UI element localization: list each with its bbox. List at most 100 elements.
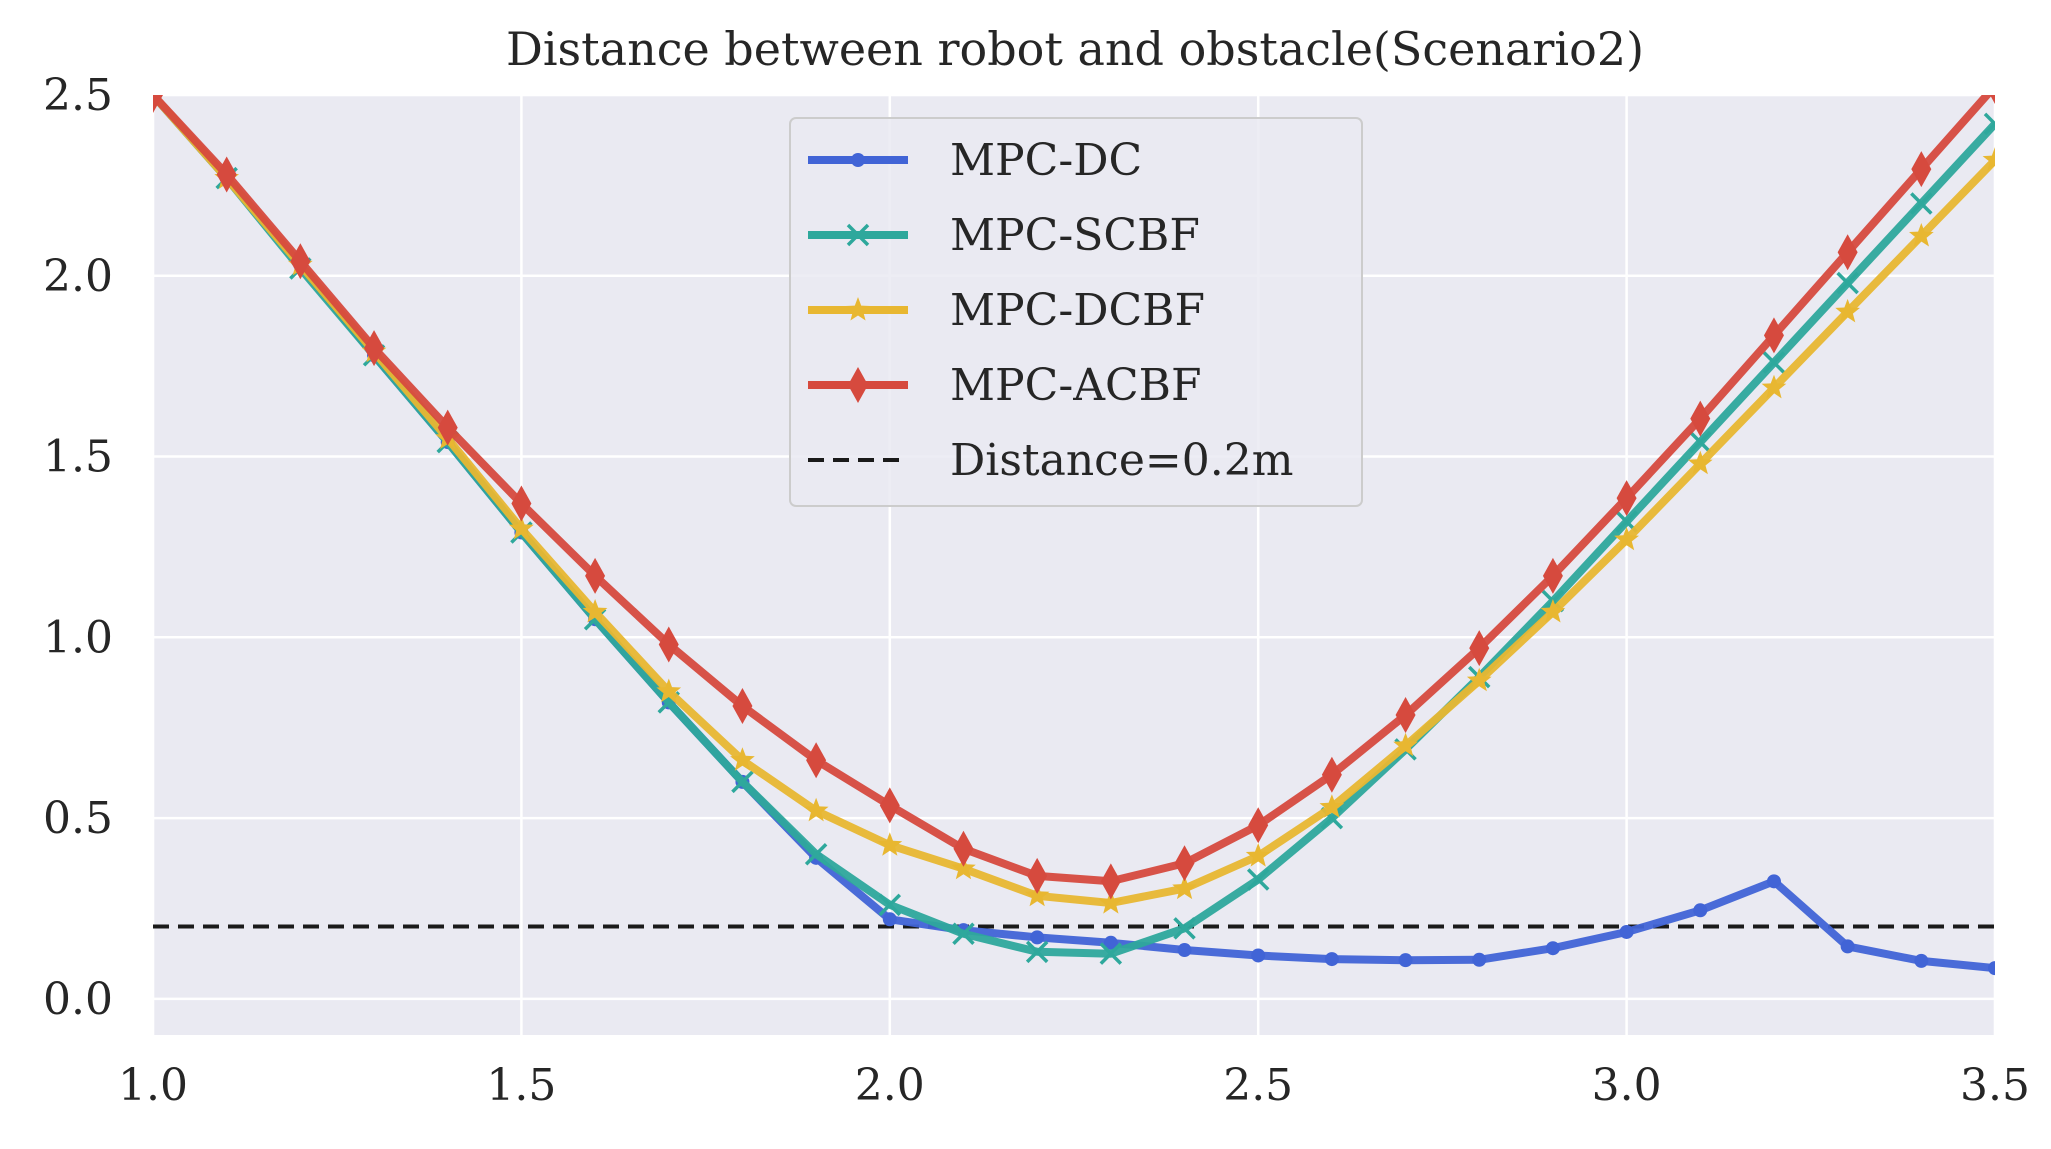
data-point (1174, 845, 1195, 882)
legend-item: MPC-ACBF (808, 360, 1202, 411)
legend-label: MPC-ACBF (950, 360, 1202, 411)
data-point (953, 830, 974, 867)
data-point (1990, 95, 1995, 104)
data-point (216, 156, 237, 193)
series-line (153, 95, 1995, 907)
x-tick-label: 3.5 (1960, 1060, 2030, 1111)
data-point (1030, 930, 1045, 945)
x-axis: 1.0 1.5 2.0 2.5 3.0 3.5 (118, 1060, 2030, 1111)
series-layer (153, 95, 1995, 976)
data-point (1395, 697, 1416, 734)
data-point (1689, 430, 1712, 454)
data-point (803, 797, 829, 822)
y-tick-label: 2.0 (43, 251, 113, 302)
data-point (582, 599, 608, 623)
data-point (1988, 961, 1995, 976)
data-point (1910, 192, 1933, 215)
legend-item: MPC-DC (808, 135, 1142, 186)
x-tick-label: 2.5 (1223, 1060, 1293, 1111)
y-tick-label: 1.0 (43, 612, 113, 663)
data-point (509, 515, 534, 540)
data-point (290, 243, 311, 280)
data-point (1177, 943, 1192, 958)
y-tick-label: 1.5 (43, 432, 113, 483)
data-point (1100, 863, 1121, 900)
x-tick-label: 1.5 (486, 1060, 556, 1111)
data-point (1245, 843, 1271, 867)
data-point (1173, 917, 1196, 940)
legend-marker (846, 223, 870, 247)
data-point (1540, 599, 1566, 623)
data-point (1466, 667, 1492, 692)
data-point (1983, 112, 1995, 136)
data-point (1027, 857, 1048, 894)
legend-item: MPC-DCBF (808, 285, 1205, 336)
data-point (1542, 557, 1563, 594)
data-point (878, 893, 902, 917)
data-point (1319, 794, 1345, 818)
y-axis: 0.0 0.5 1.0 1.5 2.0 2.5 (43, 70, 113, 1025)
y-tick-label: 2.5 (43, 70, 113, 121)
legend: MPC-DC MPC-SCBF MPC-DCBF MPC-ACBF Distance=0… (789, 117, 1363, 507)
data-point (1616, 480, 1637, 517)
legend-marker (845, 297, 871, 321)
data-point (1024, 882, 1050, 907)
data-point (1393, 732, 1418, 757)
data-point (951, 855, 976, 880)
data-point (1982, 147, 1995, 171)
data-point (1911, 151, 1932, 188)
data-point (1619, 924, 1634, 939)
data-point (658, 626, 679, 663)
data-point (1398, 953, 1413, 968)
y-tick-label: 0.5 (43, 793, 113, 844)
data-point (1914, 953, 1929, 968)
legend-label: MPC-DCBF (950, 285, 1205, 336)
legend-box (789, 117, 1363, 507)
data-point (730, 747, 755, 771)
x-tick-label: 2.0 (855, 1060, 925, 1111)
chart-title: Distance between robot and obstacle(Scen… (506, 22, 1644, 76)
data-point (1172, 875, 1197, 900)
data-point (1025, 940, 1049, 964)
data-point (1098, 890, 1124, 914)
data-point (437, 409, 458, 446)
data-point (952, 922, 975, 946)
data-point (731, 770, 754, 794)
data-point (511, 485, 532, 522)
x-tick-label: 3.0 (1592, 1060, 1662, 1111)
data-point (1766, 874, 1781, 889)
data-point (153, 95, 163, 113)
legend-marker (848, 367, 868, 403)
data-point (1909, 223, 1934, 247)
data-point (806, 742, 827, 779)
data-point (1321, 756, 1342, 793)
data-point (1840, 939, 1855, 954)
data-point (1762, 351, 1786, 374)
data-point (1251, 948, 1266, 963)
data-point (656, 678, 682, 703)
data-point (879, 787, 900, 824)
legend-label: Distance=0.2m (950, 435, 1293, 486)
data-point (1837, 234, 1858, 271)
data-point (1099, 942, 1123, 965)
data-point (1835, 298, 1860, 323)
data-point (1246, 868, 1270, 891)
data-point (804, 842, 828, 866)
data-point (1693, 903, 1708, 918)
data-point (1690, 400, 1711, 437)
data-point (585, 557, 606, 594)
legend-marker (851, 153, 865, 167)
data-point (1614, 526, 1639, 551)
series-mpc-acbf (153, 95, 1995, 900)
legend-item: MPC-SCBF (808, 210, 1200, 261)
data-point (1472, 952, 1487, 967)
data-point (1836, 271, 1859, 295)
data-point (1248, 807, 1269, 844)
x-tick-label: 1.0 (118, 1060, 188, 1111)
legend-label: MPC-SCBF (950, 210, 1200, 261)
data-point (1103, 935, 1118, 950)
data-point (1324, 952, 1339, 967)
legend-label: MPC-DC (950, 135, 1142, 186)
data-point (1545, 941, 1560, 956)
